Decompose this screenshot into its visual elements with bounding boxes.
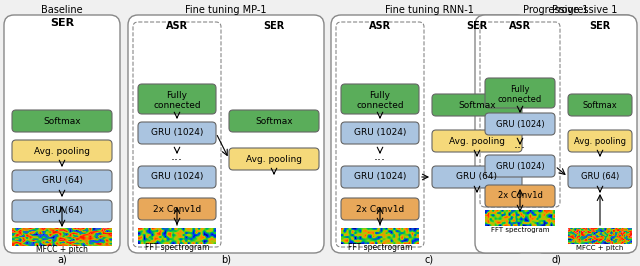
FancyBboxPatch shape — [138, 122, 216, 144]
Text: MFCC + pitch: MFCC + pitch — [36, 244, 88, 253]
Text: GRU (1024): GRU (1024) — [496, 119, 544, 128]
FancyBboxPatch shape — [432, 94, 522, 116]
FancyBboxPatch shape — [138, 166, 216, 188]
FancyBboxPatch shape — [341, 84, 419, 114]
FancyBboxPatch shape — [4, 15, 120, 253]
FancyBboxPatch shape — [331, 15, 527, 253]
Text: Softmax: Softmax — [458, 101, 496, 110]
Text: Softmax: Softmax — [255, 117, 293, 126]
FancyBboxPatch shape — [568, 94, 632, 116]
Text: SER: SER — [467, 21, 488, 31]
FancyBboxPatch shape — [12, 140, 112, 162]
FancyBboxPatch shape — [534, 15, 636, 253]
Text: Fine tuning RNN-1: Fine tuning RNN-1 — [385, 5, 474, 15]
Text: GRU (1024): GRU (1024) — [496, 161, 544, 171]
Text: ...: ... — [514, 139, 526, 152]
Text: Softmax: Softmax — [582, 101, 618, 110]
FancyBboxPatch shape — [229, 110, 319, 132]
Text: GRU (1024): GRU (1024) — [354, 172, 406, 181]
Text: GRU (64): GRU (64) — [456, 172, 497, 181]
Text: SER: SER — [589, 21, 611, 31]
Text: 2x Conv1d: 2x Conv1d — [356, 205, 404, 214]
Text: d): d) — [551, 254, 561, 264]
FancyBboxPatch shape — [432, 166, 522, 188]
Text: MFCC + pitch: MFCC + pitch — [576, 245, 624, 251]
FancyBboxPatch shape — [341, 166, 419, 188]
FancyBboxPatch shape — [568, 166, 632, 188]
Text: Avg. pooling: Avg. pooling — [449, 136, 505, 146]
FancyBboxPatch shape — [485, 185, 555, 207]
Text: Softmax: Softmax — [43, 117, 81, 126]
Text: FFT spectrogram: FFT spectrogram — [145, 243, 209, 252]
Text: Avg. pooling: Avg. pooling — [574, 136, 626, 146]
Text: FFT spectrogram: FFT spectrogram — [348, 243, 412, 252]
Text: Progressive 1: Progressive 1 — [524, 5, 589, 15]
FancyBboxPatch shape — [12, 110, 112, 132]
Text: Fully: Fully — [510, 85, 530, 94]
Text: c): c) — [424, 254, 433, 264]
FancyBboxPatch shape — [229, 148, 319, 170]
Text: connected: connected — [498, 94, 542, 103]
Text: Fine tuning MP-1: Fine tuning MP-1 — [185, 5, 267, 15]
Text: ASR: ASR — [509, 21, 531, 31]
Text: connected: connected — [356, 101, 404, 110]
FancyBboxPatch shape — [475, 15, 637, 253]
Text: a): a) — [57, 254, 67, 264]
FancyBboxPatch shape — [341, 198, 419, 220]
FancyBboxPatch shape — [138, 84, 216, 114]
FancyBboxPatch shape — [568, 130, 632, 152]
Text: GRU (1024): GRU (1024) — [354, 128, 406, 138]
Text: GRU (1024): GRU (1024) — [151, 172, 203, 181]
Text: connected: connected — [153, 101, 201, 110]
FancyBboxPatch shape — [12, 170, 112, 192]
FancyBboxPatch shape — [341, 122, 419, 144]
FancyBboxPatch shape — [12, 200, 112, 222]
Text: Avg. pooling: Avg. pooling — [246, 155, 302, 164]
Text: ...: ... — [171, 149, 183, 163]
Text: Baseline: Baseline — [41, 5, 83, 15]
Text: GRU (64): GRU (64) — [42, 206, 83, 215]
Text: Progressive 1: Progressive 1 — [552, 5, 618, 15]
Text: ASR: ASR — [369, 21, 391, 31]
Text: FFT spectrogram: FFT spectrogram — [491, 227, 549, 233]
FancyBboxPatch shape — [485, 78, 555, 108]
Text: b): b) — [221, 254, 231, 264]
Text: Avg. pooling: Avg. pooling — [34, 147, 90, 156]
FancyBboxPatch shape — [432, 130, 522, 152]
Text: ASR: ASR — [166, 21, 188, 31]
FancyBboxPatch shape — [485, 113, 555, 135]
Text: GRU (64): GRU (64) — [42, 177, 83, 185]
Text: ...: ... — [374, 149, 386, 163]
FancyBboxPatch shape — [138, 198, 216, 220]
Text: Fully: Fully — [369, 90, 390, 99]
FancyBboxPatch shape — [128, 15, 324, 253]
Text: GRU (1024): GRU (1024) — [151, 128, 203, 138]
Text: 2x Conv1d: 2x Conv1d — [497, 192, 543, 201]
Text: 2x Conv1d: 2x Conv1d — [153, 205, 201, 214]
Text: SER: SER — [50, 18, 74, 28]
Text: GRU (64): GRU (64) — [581, 172, 619, 181]
Text: SER: SER — [264, 21, 285, 31]
Text: Fully: Fully — [166, 90, 188, 99]
FancyBboxPatch shape — [485, 155, 555, 177]
